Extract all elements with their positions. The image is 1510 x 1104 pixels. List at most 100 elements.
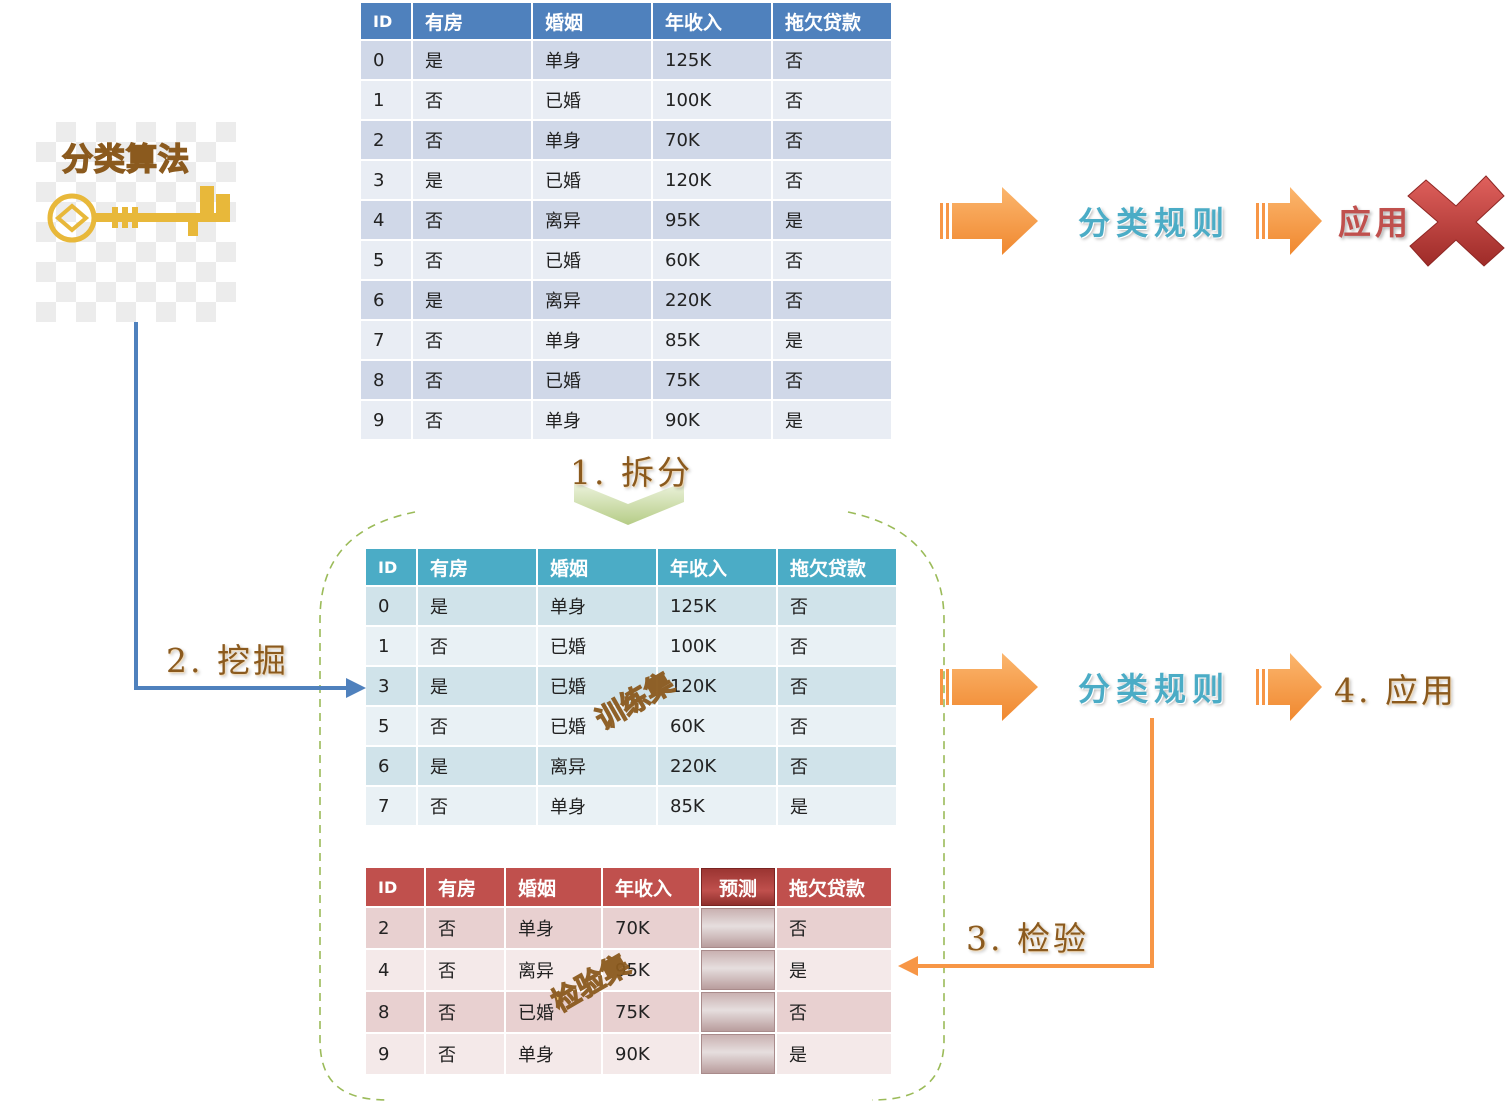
table-row: 5 否已婚 60K 否: [361, 241, 891, 279]
cell-marital: 已婚: [533, 241, 651, 279]
cell-house: 否: [418, 627, 536, 665]
cell-marital: 已婚: [506, 992, 601, 1032]
cell-marital: 已婚: [538, 627, 656, 665]
cell-house: 是: [413, 41, 531, 79]
cell-house: 否: [413, 81, 531, 119]
cell-marital: 离异: [538, 747, 656, 785]
cell-house: 否: [413, 401, 531, 439]
cell-income: 125K: [653, 41, 771, 79]
cell-default: 否: [773, 161, 891, 199]
cell-marital: 已婚: [533, 161, 651, 199]
table-row: 8 否已婚 75K 否: [361, 361, 891, 399]
cell-marital: 已婚: [538, 707, 656, 745]
prediction-column-header: 预测: [701, 868, 775, 906]
table-header-row: ID 有房 婚姻 年收入 预测 拖欠贷款: [366, 868, 891, 906]
cell-id: 0: [366, 587, 416, 625]
cell-marital: 单身: [538, 587, 656, 625]
split-chevron: [574, 482, 684, 525]
cell-id: 1: [361, 81, 411, 119]
cell-house: 否: [426, 950, 504, 990]
cell-house: 否: [426, 1034, 504, 1074]
cell-default: 否: [773, 361, 891, 399]
cell-income: 75K: [603, 992, 699, 1032]
cell-income: 100K: [658, 627, 776, 665]
table-row: 6 是离异 220K 否: [366, 747, 896, 785]
table-row: 1 否已婚 100K 否: [366, 627, 896, 665]
cell-income: 85K: [658, 787, 776, 825]
top-apply-label: 应用: [1338, 203, 1412, 242]
top-classification-rule-label: 分类规则: [1078, 204, 1231, 242]
cell-default: 否: [778, 747, 896, 785]
table-header-row: ID 有房 婚姻 年收入 拖欠贷款: [361, 3, 891, 39]
cell-id: 8: [366, 992, 424, 1032]
bottom-classification-rule-label: 分类规则: [1078, 670, 1231, 708]
cell-income: 120K: [653, 161, 771, 199]
table-row: 7 否单身 85K 是: [366, 787, 896, 825]
bottom-flow-arrow-2: [1256, 653, 1322, 721]
cell-default: 否: [773, 281, 891, 319]
cell-marital: 单身: [506, 908, 601, 948]
cell-income: 220K: [653, 281, 771, 319]
cell-marital: 已婚: [533, 361, 651, 399]
verify-connector: [914, 718, 1154, 968]
table-row: 7 否单身 85K 是: [361, 321, 891, 359]
cell-default: 是: [777, 1034, 891, 1074]
cell-default: 否: [778, 627, 896, 665]
cell-marital: 单身: [533, 321, 651, 359]
mine-connector: [134, 322, 352, 690]
cell-id: 4: [361, 201, 411, 239]
cell-marital: 离异: [533, 281, 651, 319]
cell-marital: 单身: [533, 41, 651, 79]
cell-house: 否: [413, 201, 531, 239]
prediction-cell: [701, 1034, 775, 1074]
table-row: 5 否已婚 60K 否: [366, 707, 896, 745]
x-mark-icon: [1407, 175, 1505, 267]
cell-default: 是: [773, 321, 891, 359]
cell-house: 否: [413, 361, 531, 399]
cell-marital: 已婚: [533, 81, 651, 119]
table-row: 4 否离异 95K 是: [361, 201, 891, 239]
cell-income: 100K: [653, 81, 771, 119]
table-row: 2 否单身 70K 否: [361, 121, 891, 159]
cell-house: 否: [413, 321, 531, 359]
cell-marital: 单身: [538, 787, 656, 825]
cell-house: 否: [426, 908, 504, 948]
table-row: 1 否已婚 100K 否: [361, 81, 891, 119]
verify-arrowhead: [898, 956, 918, 976]
top-flow-arrow-1: [940, 187, 1038, 255]
cell-id: 4: [366, 950, 424, 990]
cell-income: 220K: [658, 747, 776, 785]
table-row: 2 否单身 70K 否: [366, 908, 891, 948]
cell-house: 是: [418, 747, 536, 785]
cell-default: 是: [773, 401, 891, 439]
cell-income: 120K: [658, 667, 776, 705]
cell-marital: 单身: [533, 401, 651, 439]
cell-income: 70K: [653, 121, 771, 159]
cell-id: 6: [361, 281, 411, 319]
column-header: 有房: [413, 3, 531, 39]
bottom-flow-arrow-1: [940, 653, 1038, 721]
cell-default: 否: [773, 121, 891, 159]
table-row: 9 否单身 90K 是: [361, 401, 891, 439]
cell-id: 8: [361, 361, 411, 399]
prediction-cell: [701, 950, 775, 990]
column-header: 拖欠贷款: [777, 868, 891, 906]
cell-default: 是: [773, 201, 891, 239]
cell-house: 否: [418, 707, 536, 745]
table-row: 9 否单身 90K 是: [366, 1034, 891, 1074]
table-row: 8 否已婚 75K 否: [366, 992, 891, 1032]
cell-income: 60K: [653, 241, 771, 279]
cell-house: 是: [413, 161, 531, 199]
cell-id: 5: [366, 707, 416, 745]
top-flow-arrow-2: [1256, 187, 1322, 255]
column-header: ID: [361, 3, 411, 39]
column-header: 有房: [426, 868, 504, 906]
cell-default: 否: [773, 241, 891, 279]
column-header: 有房: [418, 549, 536, 585]
mine-arrowhead: [346, 678, 366, 698]
cell-income: 90K: [653, 401, 771, 439]
cell-house: 是: [418, 587, 536, 625]
